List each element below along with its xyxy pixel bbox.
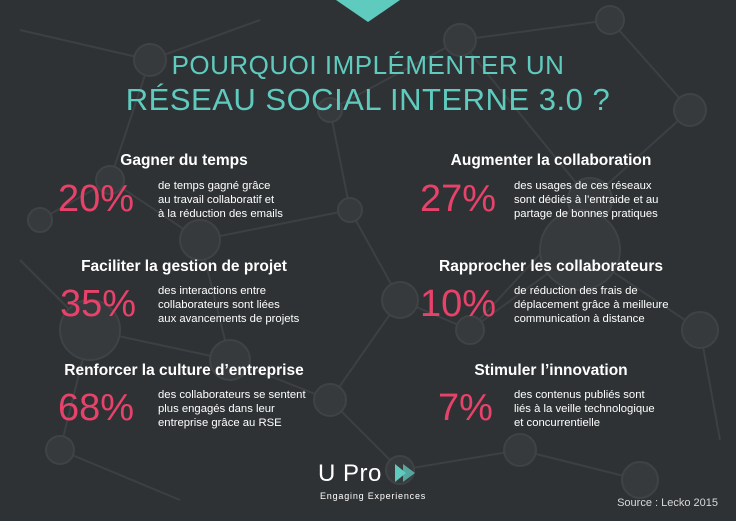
stat-heading: Renforcer la culture d’entreprise [64, 362, 304, 379]
stat-heading: Augmenter la collaboration [450, 152, 652, 169]
stat-percent: 35% [60, 283, 137, 325]
stat-description: de réduction des frais de déplacement gr… [514, 285, 669, 325]
stat-heading: Stimuler l’innovation [474, 362, 628, 379]
stat-heading: Rapprocher les collaborateurs [439, 258, 663, 275]
stat-percent: 27% [420, 178, 497, 220]
stat-percent: 7% [438, 387, 493, 429]
stat-percent: 68% [58, 387, 135, 429]
stat-description: de temps gagné grâce au travail collabor… [158, 180, 283, 220]
logo-name: U Pro [318, 460, 382, 487]
title-line-1: POURQUOI IMPLÉMENTER UN [171, 50, 565, 80]
logo-tagline: Engaging Experiences [320, 491, 427, 501]
play-arrows-icon [395, 464, 415, 482]
stat-heading: Faciliter la gestion de projet [81, 258, 287, 275]
stat-description: des interactions entre collaborateurs so… [158, 285, 300, 325]
stat-block-colleagues: Rapprocher les collaborateurs [420, 258, 682, 276]
upro-logo: U Pro Engaging Experiences [318, 460, 428, 504]
stat-description: des usages de ces réseaux sont dédiés à … [514, 180, 659, 220]
stat-description: des collaborateurs se sentent plus engag… [158, 389, 306, 429]
stat-block-time: Gagner du temps [60, 152, 308, 170]
stat-percent: 10% [420, 283, 497, 325]
stat-heading: Gagner du temps [120, 152, 248, 169]
title-line-2: RÉSEAU SOCIAL INTERNE 3.0 ? [125, 82, 611, 117]
stat-block-innovation: Stimuler l’innovation [420, 362, 682, 380]
top-notch-shape [336, 0, 400, 22]
stat-description: des contenus publiés sont liés à la veil… [514, 389, 655, 429]
stat-block-culture: Renforcer la culture d’entreprise [44, 362, 324, 380]
stat-percent: 20% [58, 178, 135, 220]
stat-block-collaboration: Augmenter la collaboration [420, 152, 682, 170]
source-credit: Source : Lecko 2015 [617, 497, 718, 509]
stat-block-project: Faciliter la gestion de projet [56, 258, 312, 276]
